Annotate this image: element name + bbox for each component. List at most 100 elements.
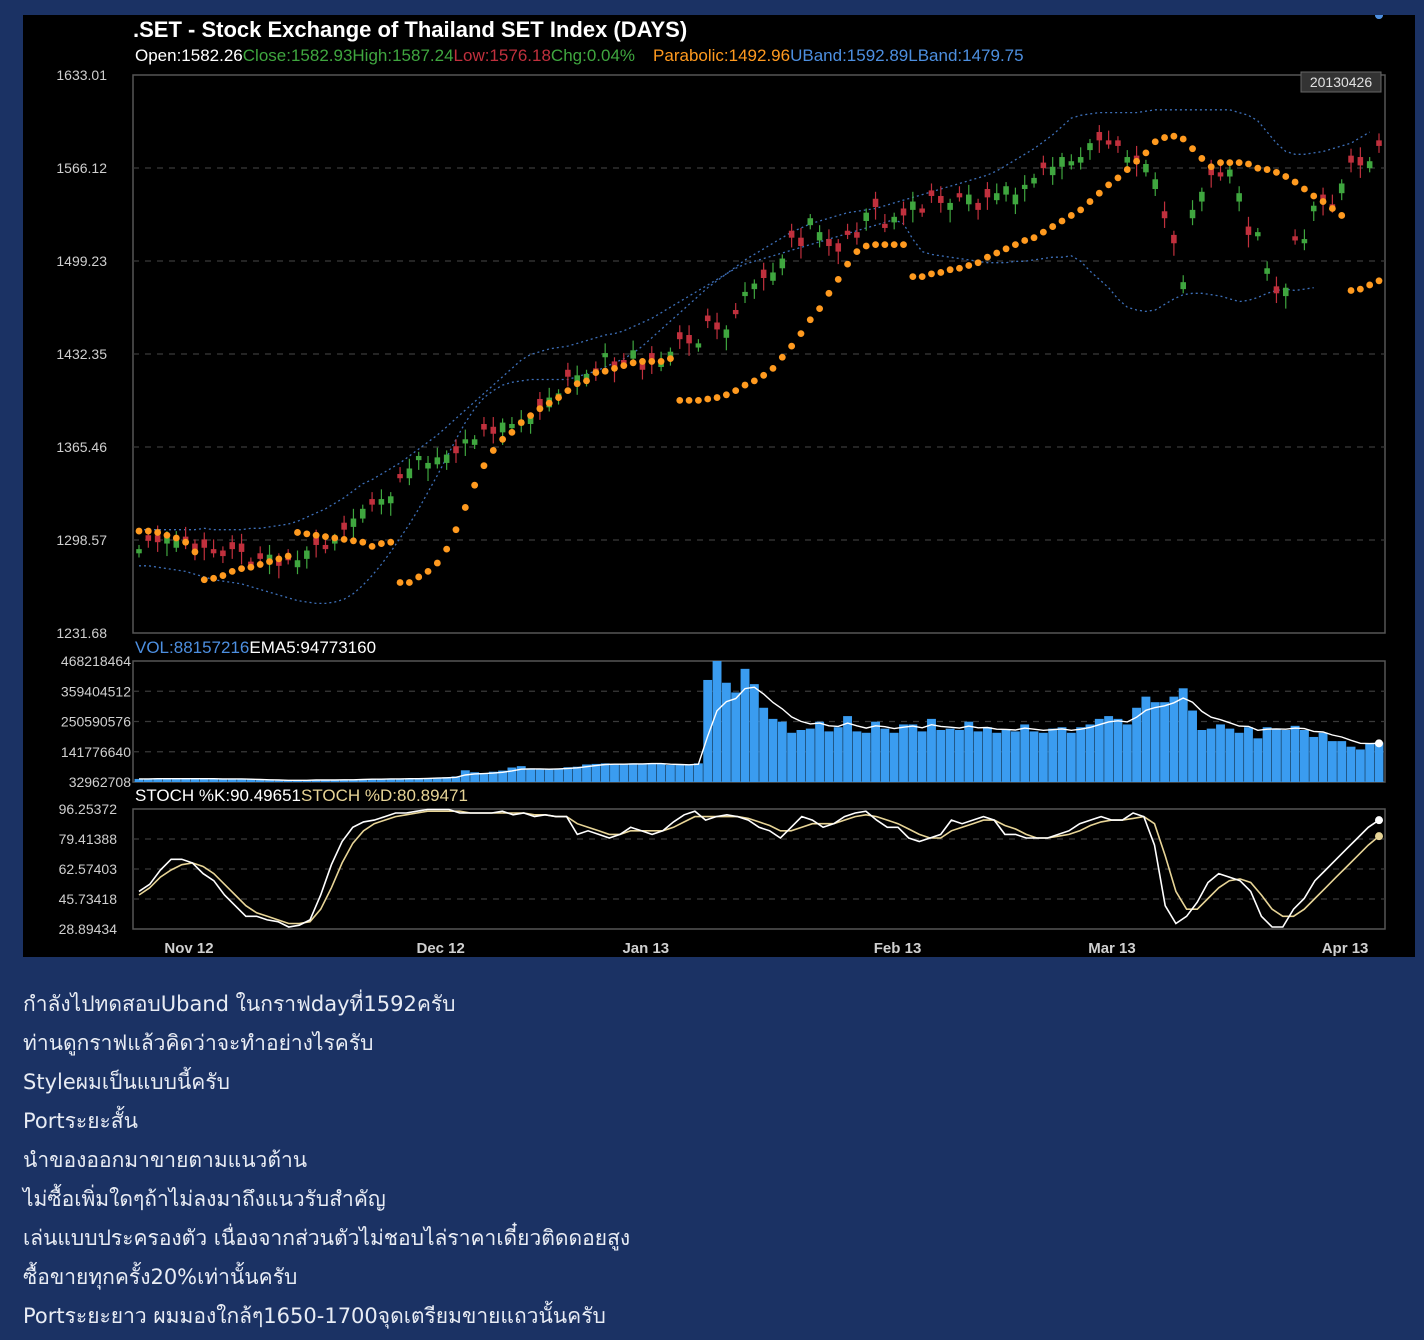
sar-dot [1347, 287, 1355, 294]
volume-bar [582, 764, 591, 782]
sar-dot [1328, 205, 1336, 212]
candle-body [760, 269, 767, 279]
volume-bar [1010, 731, 1020, 782]
candle-body [220, 550, 226, 557]
volume-bar [1244, 727, 1253, 782]
candle-body [359, 508, 366, 519]
volume-bar [1104, 716, 1114, 782]
volume-bar [610, 763, 619, 782]
sar-dot [172, 534, 180, 542]
stoch-k-label: STOCH %K:90.49651 [135, 786, 301, 805]
candle-body [1040, 162, 1047, 169]
candle-body [882, 223, 888, 228]
candle-body [965, 194, 972, 205]
chart-title: .SET - Stock Exchange of Thailand SET In… [133, 17, 687, 42]
post-line: ซื้อขายทุกครั้ง20%เท่านั้นครับ [23, 1265, 298, 1289]
volume-bar [815, 721, 825, 782]
candle-body [984, 189, 991, 198]
price-y-tick-label: 1432.35 [56, 346, 107, 362]
volume-bar [684, 765, 694, 782]
sar-dot [676, 396, 684, 404]
post-line: เล่นแบบประครองตัว เนื่องจากส่วนตัวไม่ชอบ… [23, 1226, 631, 1250]
volume-bar [992, 732, 1002, 782]
sar-dot [489, 447, 497, 454]
sar-dot [210, 574, 217, 582]
sar-dot [368, 542, 376, 550]
volume-bar [544, 769, 554, 782]
candle-body [1199, 191, 1205, 202]
candle-body [630, 350, 636, 359]
candle-body [229, 542, 236, 550]
volume-bar [404, 778, 414, 782]
volume-bar [1160, 702, 1170, 782]
candle-body [154, 535, 161, 543]
volume-bar [162, 778, 172, 782]
volume-bar [955, 730, 964, 782]
volume-bar [1346, 746, 1356, 782]
candle-body [145, 535, 152, 541]
info-close: Close:1582.93 [243, 46, 353, 65]
volume-bar [871, 721, 880, 782]
candle-body [639, 362, 646, 370]
candle-body [835, 243, 842, 252]
volume-bar [647, 763, 657, 782]
volume-bar [386, 778, 396, 782]
candle-body [1124, 157, 1131, 163]
volume-bar [460, 770, 470, 782]
volume-bar [1066, 732, 1076, 782]
price-y-tick-label: 1298.57 [56, 532, 107, 548]
sar-dot [1356, 285, 1364, 293]
candle-body [695, 343, 702, 348]
candle-body [1105, 140, 1112, 145]
volume-bar [945, 728, 955, 782]
candle-body [1236, 193, 1242, 202]
sar-dot [1067, 212, 1075, 219]
candle-body [723, 329, 730, 338]
volume-bar [227, 778, 237, 782]
stoch-d-label: STOCH %D:80.89471 [301, 786, 468, 805]
volume-bar [507, 767, 517, 782]
candle-body [192, 543, 198, 551]
sar-dot [480, 462, 488, 470]
sar-dot [881, 241, 889, 249]
candle-body [369, 499, 375, 505]
candle-body [807, 218, 814, 226]
candle-body [900, 208, 907, 216]
candle-body [481, 423, 487, 430]
sar-dot [769, 364, 777, 372]
volume-bar [1094, 718, 1104, 782]
sar-dot [322, 533, 329, 541]
volume-bar [693, 763, 703, 782]
candle-body [975, 202, 981, 210]
sar-dot [340, 535, 348, 543]
x-tick-label: Dec 12 [417, 940, 465, 957]
candle-body [751, 283, 758, 290]
volume-bar [665, 765, 675, 782]
sar-dot [1049, 223, 1057, 230]
sar-dot [405, 579, 413, 586]
sar-dot [1133, 157, 1140, 165]
volume-bar [1216, 724, 1225, 782]
volume-bar [330, 779, 340, 782]
candle-body [210, 549, 217, 554]
volume-bar [265, 780, 274, 782]
candle-body [1068, 161, 1075, 166]
volume-bar [805, 728, 815, 782]
volume-bar [218, 779, 228, 782]
volume-bar [348, 779, 358, 782]
volume-bar [432, 777, 442, 782]
sar-dot [825, 289, 833, 297]
candle-body [313, 536, 319, 545]
candle-body [667, 351, 674, 359]
volume-bar [1085, 724, 1095, 782]
volume-bar [134, 778, 144, 782]
sar-dot [387, 538, 395, 546]
volume-bar [339, 779, 349, 782]
date-box-label: 20130426 [1310, 74, 1373, 90]
candle-body [1003, 186, 1009, 195]
upper-band-line [139, 109, 1371, 531]
candle-body [397, 474, 403, 479]
volume-bar [451, 776, 461, 782]
sar-dot [154, 529, 162, 536]
sar-dot [1291, 178, 1299, 186]
